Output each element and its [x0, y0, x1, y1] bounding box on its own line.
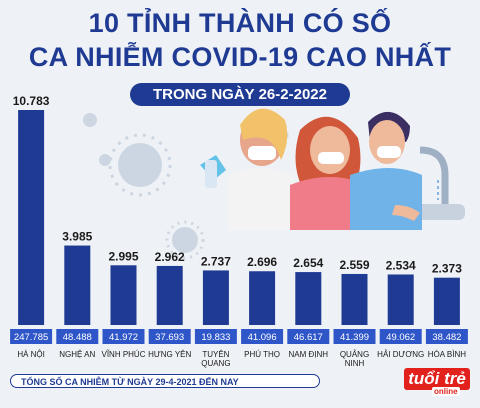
total-label: 49.062	[386, 332, 415, 343]
total-label: 19.833	[201, 332, 230, 343]
total-box	[425, 329, 468, 344]
chart-title-line2: CA NHIỄM COVID-19 CAO NHẤT	[28, 42, 452, 72]
category-label: QUANG	[201, 359, 230, 368]
total-label: 37.693	[155, 332, 184, 343]
category-label: TUYÊN	[202, 350, 229, 359]
category-label: NAM ĐỊNH	[289, 350, 329, 359]
value-label: 2.696	[247, 255, 277, 269]
total-box	[379, 329, 422, 344]
value-label: 2.654	[293, 256, 323, 270]
category-label: PHÚ THỌ	[244, 350, 280, 359]
category-label: HƯNG YÊN	[148, 350, 191, 359]
value-label: 10.783	[13, 94, 50, 108]
totals-legend: TỔNG SỐ CA NHIỄM TỪ NGÀY 29-4-2021 ĐẾN N…	[10, 374, 320, 388]
bar	[64, 245, 91, 325]
total-label: 41.972	[109, 332, 138, 343]
category-label: HẢI DƯƠNG	[377, 350, 424, 359]
total-label: 38.482	[432, 332, 461, 343]
category-label: VĨNH PHÚC	[101, 350, 145, 359]
bar	[249, 271, 276, 325]
bar	[433, 277, 460, 325]
total-box	[333, 329, 376, 344]
total-box	[10, 329, 53, 344]
logo-text: tuổi trẻ	[404, 368, 470, 390]
category-label: NGHỆ AN	[59, 350, 95, 359]
category-label: NINH	[345, 359, 365, 368]
bar	[156, 265, 183, 325]
value-label: 2.559	[339, 258, 369, 272]
value-label: 2.534	[386, 258, 416, 272]
value-label: 2.737	[201, 254, 231, 268]
person-man-right	[350, 111, 422, 230]
value-label: 3.985	[62, 230, 92, 244]
bar	[387, 274, 414, 325]
sink-icon	[415, 146, 465, 220]
total-box	[241, 329, 284, 344]
bar	[110, 265, 137, 325]
tuoitre-logo: tuổi trẻ online	[404, 368, 470, 398]
person-woman-left	[200, 108, 294, 230]
total-box	[102, 329, 145, 344]
category-label: QUẢNG	[340, 350, 369, 359]
total-label: 41.399	[340, 332, 369, 343]
chart-title-line1: 10 TỈNH THÀNH CÓ SỐ	[88, 8, 392, 38]
bar	[341, 273, 368, 325]
person-woman-center	[290, 116, 368, 230]
logo-subtext: online	[432, 387, 460, 396]
date-badge: TRONG NGÀY 26-2-2022	[130, 83, 350, 106]
total-box	[287, 329, 330, 344]
total-box	[148, 329, 191, 344]
bar	[18, 110, 45, 325]
value-label: 2.962	[155, 250, 185, 264]
total-label: 41.096	[248, 332, 277, 343]
bar	[202, 270, 229, 325]
total-label: 247.785	[14, 332, 48, 343]
total-box	[194, 329, 237, 344]
total-label: 46.617	[294, 332, 323, 343]
total-label: 48.488	[63, 332, 92, 343]
value-label: 2.373	[432, 262, 462, 276]
value-label: 2.995	[108, 249, 138, 263]
bar	[295, 272, 322, 325]
total-box	[56, 329, 99, 344]
category-label: HÀ NỘI	[17, 350, 45, 359]
category-label: HÒA BÌNH	[428, 350, 466, 359]
